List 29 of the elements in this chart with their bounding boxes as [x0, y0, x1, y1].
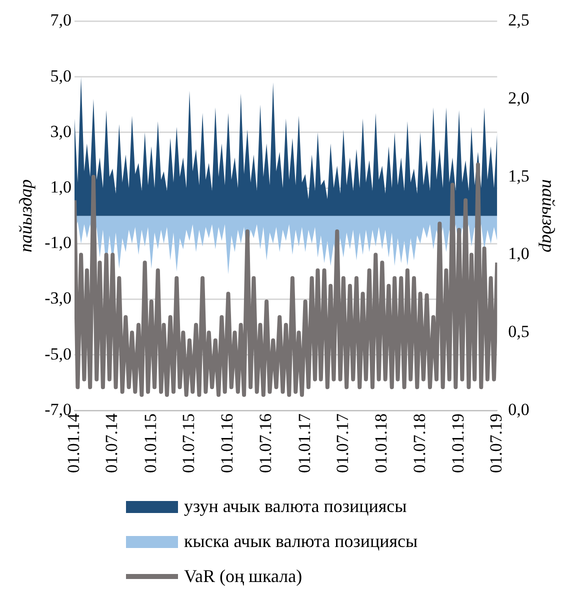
x-tick-label: 01.01.16 [218, 414, 237, 473]
x-tick-label: 01.07.19 [486, 414, 506, 473]
y2-tick-label: 2,0 [508, 88, 530, 108]
y-tick-label: 3,0 [50, 122, 72, 141]
x-tick-label: 01.01.19 [448, 414, 468, 473]
x-tick-label: 01.07.18 [410, 414, 429, 473]
x-tick-label: 01.07.14 [102, 413, 122, 473]
y-tick-label: 5,0 [50, 66, 72, 86]
x-tick-label: 01.01.15 [140, 414, 160, 473]
x-tick-label: 01.07.16 [256, 414, 276, 473]
y-tick-label: -5,0 [44, 344, 72, 364]
y-tick-label: -3,0 [44, 288, 72, 308]
y-tick-label: 7,0 [50, 10, 72, 30]
y2-tick-label: 0,5 [508, 322, 530, 342]
x-tick-label: 01.07.17 [332, 413, 352, 473]
x-tick-label: 01.01.17 [294, 413, 314, 473]
legend-label: узун ачык валюта позициясы [184, 496, 407, 517]
legend-label: VaR (оң шкала) [184, 566, 302, 587]
x-tick-label: 01.01.18 [372, 414, 391, 473]
y-tick-label: 1,0 [50, 178, 72, 197]
y-tick-label: -1,0 [44, 233, 72, 252]
y2-tick-label: 1,0 [508, 244, 530, 264]
y2-tick-label: 1,5 [508, 166, 530, 186]
y-axis-title: пайыздар [16, 179, 36, 252]
y2-axis-title: пайыздар [538, 179, 558, 252]
legend-label: кыска ачык валюта позициясы [184, 531, 418, 552]
y2-tick-label: 0,0 [508, 400, 530, 419]
y2-tick-label: 2,5 [508, 10, 530, 30]
x-tick-label: 01.07.15 [178, 414, 198, 473]
